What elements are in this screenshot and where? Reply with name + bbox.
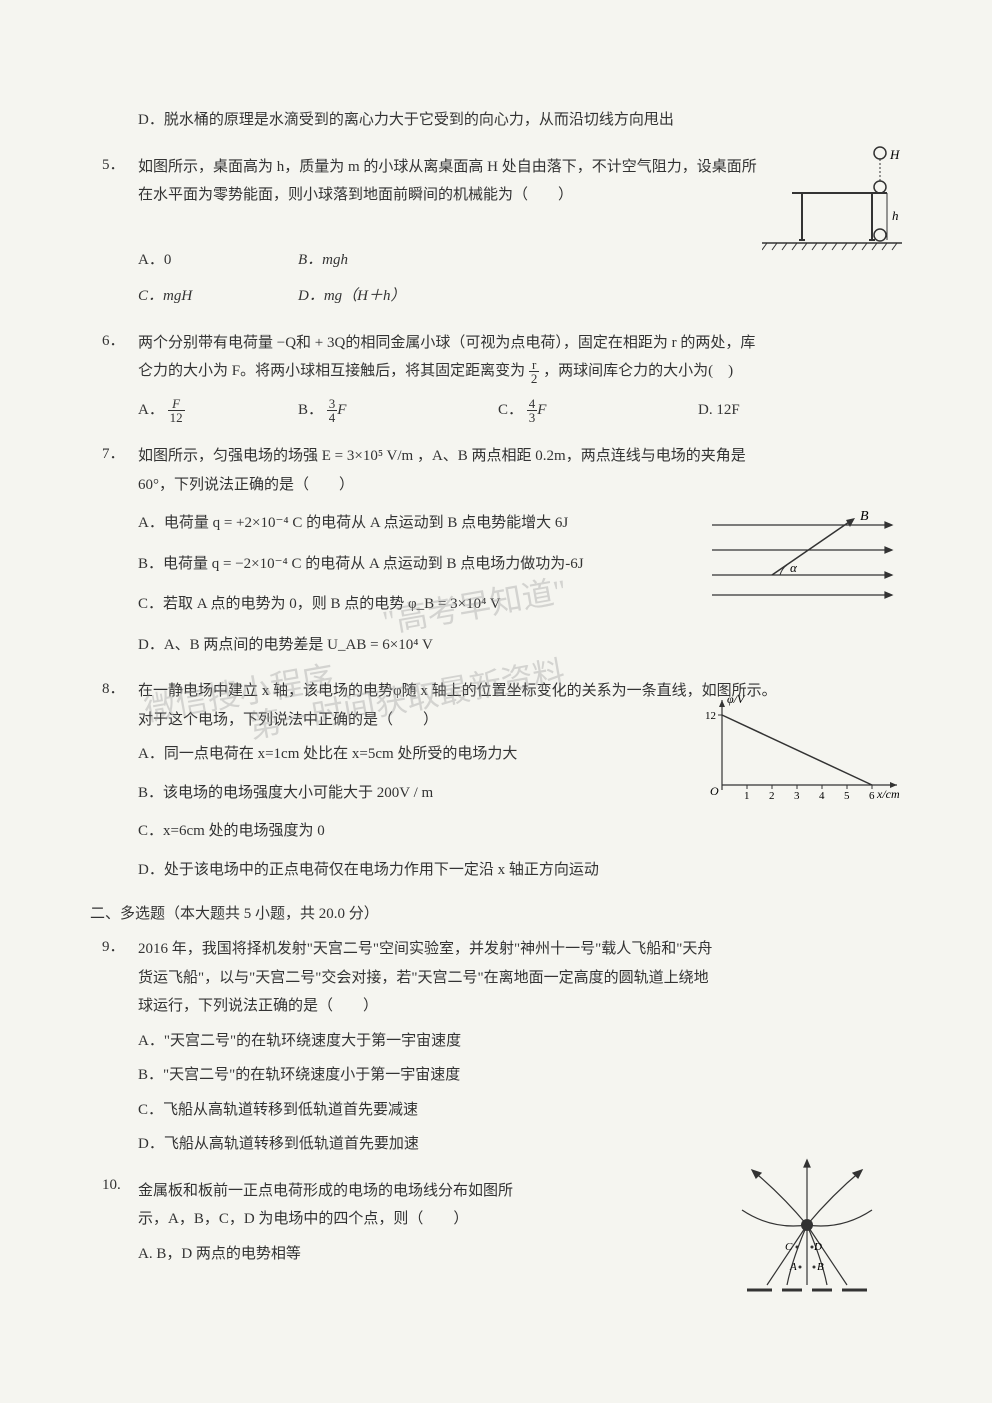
q6-frac-den: 2 <box>529 372 540 385</box>
q6-opt-c: C． 43F <box>498 396 698 425</box>
q5-num: 5． <box>102 153 125 174</box>
q4-opt-d: D．脱水桶的原理是水滴受到的离心力大于它受到的向心力，从而沿切线方向甩出 <box>138 106 902 135</box>
q7-figure: B α <box>702 510 902 600</box>
section2-title: 二、多选题（本大题共 5 小题，共 20.0 分） <box>90 902 902 923</box>
q6-text2b: ，两球间库仑力的大小为( ) <box>543 363 733 379</box>
svg-text:B: B <box>817 1261 824 1273</box>
svg-text:B: B <box>860 510 869 524</box>
svg-text:H: H <box>889 147 900 162</box>
q6-opta-den: 12 <box>168 411 185 424</box>
q8-num: 8． <box>102 677 125 698</box>
q5-opt-a: A．0 <box>138 246 298 275</box>
svg-text:3: 3 <box>794 790 800 802</box>
q5-opt-b: B．mgh <box>298 246 498 275</box>
svg-text:h: h <box>892 208 899 223</box>
q6-frac-num: r <box>529 358 540 372</box>
svg-text:D: D <box>813 1241 822 1253</box>
q5-figure: H h <box>762 145 902 265</box>
q8-opt-d: D．处于该电场中的正点电荷仅在电场力作用下一定沿 x 轴正方向运动 <box>138 856 902 885</box>
svg-text:1: 1 <box>744 790 750 802</box>
q9-opt-b: B．"天宫二号"的在轨环绕速度小于第一宇宙速度 <box>138 1061 902 1090</box>
q4-remainder: D．脱水桶的原理是水滴受到的离心力大于它受到的向心力，从而沿切线方向甩出 <box>90 106 902 135</box>
q7-opt-d: D．A、B 两点间的电势差是 U_AB = 6×10⁴ V <box>138 631 902 660</box>
q7-num: 7． <box>102 442 125 463</box>
q9: 9． 2016 年，我国将择机发射"天宫二号"空间实验室，并发射"神州十一号"载… <box>90 935 902 1159</box>
q10-figure: C D A B <box>732 1155 882 1305</box>
svg-text:x/cm: x/cm <box>876 787 900 801</box>
q7-text1: 如图所示，匀强电场的场强 E = 3×10⁵ V/m ，A、B 两点相距 0.2… <box>138 442 902 471</box>
q9-text1: 2016 年，我国将择机发射"天宫二号"空间实验室，并发射"神州十一号"载人飞船… <box>138 935 902 964</box>
svg-text:O: O <box>710 784 719 798</box>
svg-text:12: 12 <box>705 710 716 722</box>
q6-optc-num: 4 <box>527 397 538 411</box>
q6-text1: 两个分别带有电荷量 −Q和 + 3Q的相同金属小球（可视为点电荷），固定在相距为… <box>138 329 902 358</box>
svg-text:6: 6 <box>869 790 875 802</box>
q6-opt-b: B． 34F <box>298 396 498 425</box>
q7-text2: 60°，下列说法正确的是（ ） <box>138 471 902 500</box>
q6-optc-den: 3 <box>527 411 538 424</box>
q6-optc-label: C． <box>498 402 523 418</box>
q9-opt-c: C．飞船从高轨道转移到低轨道首先要减速 <box>138 1096 902 1125</box>
q6-opta-label: A． <box>138 402 164 418</box>
svg-text:C: C <box>785 1241 793 1253</box>
q9-num: 9． <box>102 935 125 956</box>
q6-opt-a: A． F12 <box>138 396 298 425</box>
q5-opt-d: D．mg（H＋h） <box>298 282 498 311</box>
q8-opt-c: C．x=6cm 处的电场强度为 0 <box>138 817 902 846</box>
q6-num: 6． <box>102 329 125 350</box>
q6-optb-den: 4 <box>327 411 338 424</box>
q5-opt-c: C．mgH <box>138 282 298 311</box>
svg-text:α: α <box>790 560 798 575</box>
q6-optb-label: B． <box>298 402 323 418</box>
q6-opta-num: F <box>168 397 185 411</box>
q10-num: 10. <box>102 1177 121 1194</box>
q6-optb-suf: F <box>337 402 346 418</box>
svg-text:φ/V: φ/V <box>727 695 746 706</box>
q6-opt-d: D. 12F <box>698 396 902 425</box>
svg-text:2: 2 <box>769 790 775 802</box>
q6-optb-num: 3 <box>327 397 338 411</box>
q9-opt-a: A．"天宫二号"的在轨环绕速度大于第一宇宙速度 <box>138 1027 902 1056</box>
q9-text2: 货运飞船"，以与"天宫二号"交会对接，若"天宫二号"在离地面一定高度的圆轨道上绕… <box>138 964 902 993</box>
q9-text3: 球运行，下列说法正确的是（ ） <box>138 992 902 1021</box>
svg-text:A: A <box>789 1261 797 1273</box>
q6-text2: 仑力的大小为 F。将两小球相互接触后，将其固定距离变为 r2 ，两球间库仑力的大… <box>138 357 902 386</box>
svg-text:5: 5 <box>844 790 850 802</box>
q6: 6． 两个分别带有电荷量 −Q和 + 3Q的相同金属小球（可视为点电荷），固定在… <box>90 329 902 425</box>
svg-text:4: 4 <box>819 790 825 802</box>
q6-text2a: 仑力的大小为 F。将两小球相互接触后，将其固定距离变为 <box>138 363 525 379</box>
q6-optc-suf: F <box>537 402 546 418</box>
q8-chart: φ/V x/cm O 12 1 2 3 4 5 6 <box>702 695 902 805</box>
